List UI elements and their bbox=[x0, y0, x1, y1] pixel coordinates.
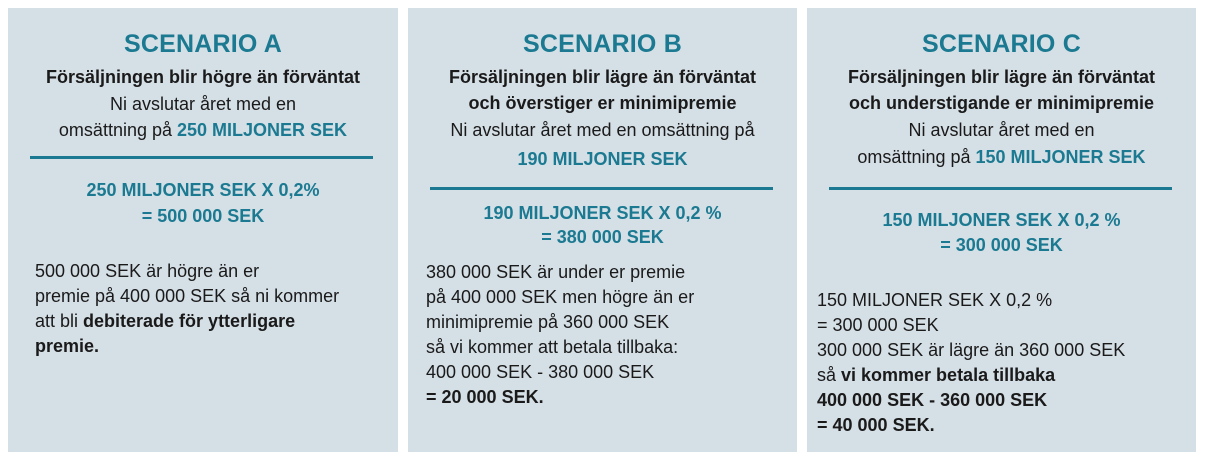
scenario-c-desc-line2: omsättning på 150 MILJONER SEK bbox=[807, 144, 1196, 170]
scenario-a-body-line3: att bli debiterade för ytterligare bbox=[35, 309, 339, 334]
scenario-c-calc-line2: = 300 000 SEK bbox=[940, 235, 1063, 255]
scenario-b-divider bbox=[430, 187, 773, 190]
scenario-b-body-line6-bold: = 20 000 SEK. bbox=[426, 387, 544, 407]
scenario-b-subtitle-line2: och överstiger er minimipremie bbox=[468, 93, 737, 113]
scenario-c-body-line1: 150 MILJONER SEK X 0,2 % bbox=[817, 290, 1053, 310]
scenario-a-subtitle: Försäljningen blir högre än förväntat bbox=[45, 67, 361, 87]
scenario-c-calc-line1: 150 MILJONER SEK X 0,2 % bbox=[882, 210, 1121, 230]
scenario-c-subtitle-line1: Försäljningen blir lägre än förväntat bbox=[847, 67, 1156, 87]
scenario-b-subtitle-line1: Försäljningen blir lägre än förväntat bbox=[448, 67, 757, 87]
scenario-a-body-line4: premie. bbox=[35, 334, 339, 359]
scenario-b-body-line6: = 20 000 SEK. bbox=[426, 385, 694, 410]
scenario-c-body-line4-bold: vi kommer betala tillbaka bbox=[841, 365, 1056, 385]
scenario-b-desc-amount: 190 MILJONER SEK bbox=[517, 149, 688, 169]
scenario-c-desc-prefix: omsättning på bbox=[857, 147, 976, 167]
scenario-c-desc-amount: 150 MILJONER SEK bbox=[975, 147, 1146, 167]
scenario-a-body-line3-bold: debiterade för ytterligare bbox=[83, 311, 296, 331]
scenario-c-body-line5: 400 000 SEK - 360 000 SEK bbox=[817, 388, 1125, 413]
scenario-a-desc-amount: 250 MILJONER SEK bbox=[177, 120, 348, 140]
scenario-a-desc-line2: omsättning på 250 MILJONER SEK bbox=[8, 117, 398, 143]
scenario-b-card: SCENARIO B Försäljningen blir lägre än f… bbox=[408, 8, 797, 452]
scenario-c-body-line4-prefix: så bbox=[817, 365, 842, 385]
scenario-a-title: SCENARIO A bbox=[123, 30, 283, 58]
scenario-a-calc-line2: = 500 000 SEK bbox=[141, 206, 265, 226]
scenario-b-title: SCENARIO B bbox=[523, 30, 682, 58]
scenario-c-subtitle-line2: och understigande er minimipremie bbox=[848, 93, 1155, 113]
scenario-a-card: SCENARIO A Försäljningen blir högre än f… bbox=[8, 8, 398, 452]
scenario-b-body-line5: 400 000 SEK - 380 000 SEK bbox=[426, 362, 655, 382]
scenario-c-body-line5-bold: 400 000 SEK - 360 000 SEK bbox=[817, 390, 1048, 410]
scenario-a-desc-line1: Ni avslutar året med en bbox=[109, 94, 297, 114]
scenario-b-calc-line1: 190 MILJONER SEK X 0,2 % bbox=[483, 203, 722, 223]
scenario-c-body-line2: = 300 000 SEK bbox=[817, 315, 939, 335]
scenario-a-body-line3-prefix: att bli bbox=[35, 311, 84, 331]
scenario-b-body-line1: 380 000 SEK är under er premie bbox=[426, 262, 686, 282]
scenario-c-divider bbox=[829, 187, 1172, 190]
scenario-b-body: 380 000 SEK är under er premie på 400 00… bbox=[426, 260, 694, 410]
scenario-a-divider bbox=[30, 156, 373, 159]
scenario-c-desc-line1: Ni avslutar året med en bbox=[908, 120, 1095, 140]
scenario-c-body: 150 MILJONER SEK X 0,2 % = 300 000 SEK 3… bbox=[817, 288, 1125, 438]
scenario-b-body-line2: på 400 000 SEK men högre än er bbox=[426, 287, 695, 307]
scenario-a-calc-line1: 250 MILJONER SEK X 0,2% bbox=[86, 180, 320, 200]
scenario-a-body: 500 000 SEK är högre än er premie på 400… bbox=[35, 259, 339, 359]
scenario-c-title: SCENARIO C bbox=[922, 30, 1081, 58]
scenario-a-body-line4-bold: premie. bbox=[35, 336, 100, 356]
scenario-c-body-line6-bold: = 40 000 SEK. bbox=[817, 415, 935, 435]
scenario-c-body-line4: så vi kommer betala tillbaka bbox=[817, 363, 1125, 388]
scenario-b-body-line3: minimipremie på 360 000 SEK bbox=[426, 312, 670, 332]
scenario-b-body-line4: så vi kommer att betala tillbaka: bbox=[426, 337, 679, 357]
scenario-a-body-line1: 500 000 SEK är högre än er bbox=[35, 261, 260, 281]
scenario-c-card: SCENARIO C Försäljningen blir lägre än f… bbox=[807, 8, 1196, 452]
scenario-c-body-line3: 300 000 SEK är lägre än 360 000 SEK bbox=[817, 340, 1126, 360]
scenario-b-desc-line1: Ni avslutar året med en omsättning på bbox=[450, 120, 755, 140]
scenario-c-body-line6: = 40 000 SEK. bbox=[817, 413, 1125, 438]
scenario-a-desc-prefix: omsättning på bbox=[58, 120, 177, 140]
scenario-b-calc-line2: = 380 000 SEK bbox=[541, 227, 664, 247]
scenario-a-body-line2: premie på 400 000 SEK så ni kommer bbox=[35, 286, 340, 306]
